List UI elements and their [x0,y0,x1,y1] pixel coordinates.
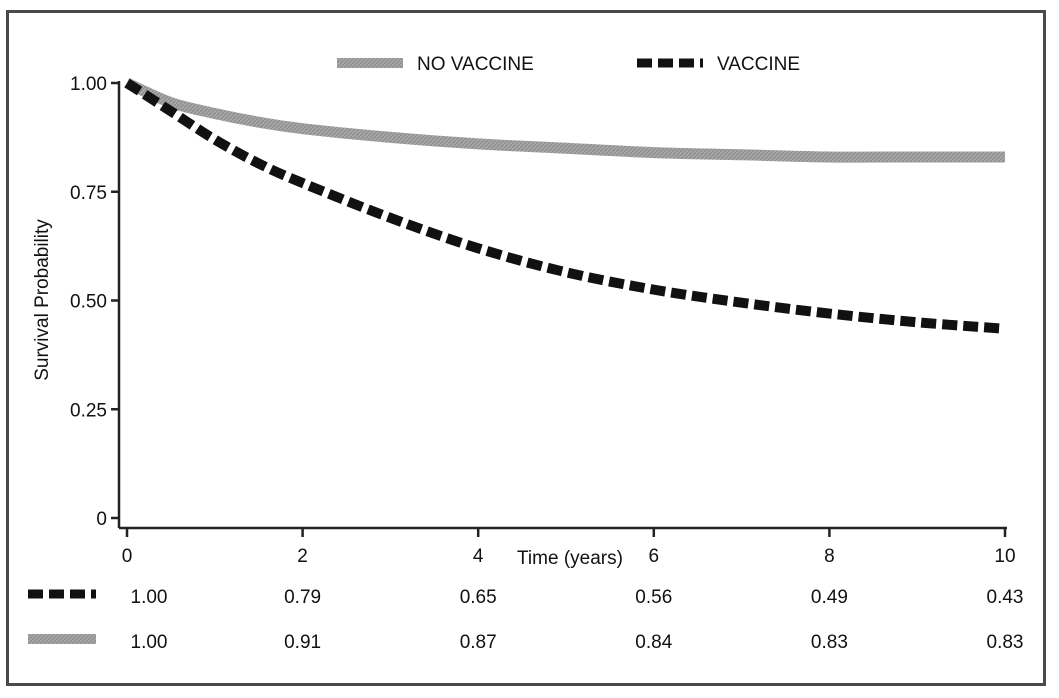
legend-label: NO VACCINE [417,54,534,75]
risk-table-cell: 0.79 [284,587,321,608]
risk-table-cell: 0.83 [987,632,1024,653]
x-tick-label: 2 [297,546,308,567]
legend-label: VACCINE [717,54,800,75]
risk-table-cell: 1.00 [131,632,168,653]
x-tick-label: 8 [824,546,835,567]
y-tick-label: 1.00 [70,74,107,95]
risk-table-cell: 0.87 [460,632,497,653]
y-axis-title: Survival Probability [32,219,53,381]
risk-table: 1.00 0.79 0.65 0.56 0.49 0.43 1.00 0.91 0.87 0.84… [28,587,1023,653]
chart-frame [6,10,1046,686]
x-tick-label: 4 [473,546,484,567]
y-tick-label: 0 [96,509,107,530]
risk-table-cell: 0.83 [811,632,848,653]
x-axis-title: Time (years) [517,548,623,569]
y-tick-label: 0.50 [70,292,107,313]
legend: NO VACCINE VACCINE [337,54,800,75]
y-tick-label: 0.25 [70,400,107,421]
risk-table-cell: 1.00 [131,587,168,608]
series-line-no-vaccine [124,77,1005,163]
risk-table-cell: 0.56 [635,587,672,608]
x-tick-label: 10 [994,546,1015,567]
series-line-vaccine [124,78,1006,334]
y-tick-label: 0.75 [70,183,107,204]
axes: 0 0.25 0.50 0.75 1.00 0 2 4 6 8 10 [70,74,1016,567]
risk-table-cell: 0.43 [987,587,1024,608]
x-tick-label: 6 [649,546,660,567]
risk-table-cell: 0.49 [811,587,848,608]
risk-table-cell: 0.65 [460,587,497,608]
series-layer [124,77,1006,334]
x-tick-label: 0 [122,546,133,567]
risk-table-cell: 0.91 [284,632,321,653]
risk-table-cell: 0.84 [635,632,672,653]
